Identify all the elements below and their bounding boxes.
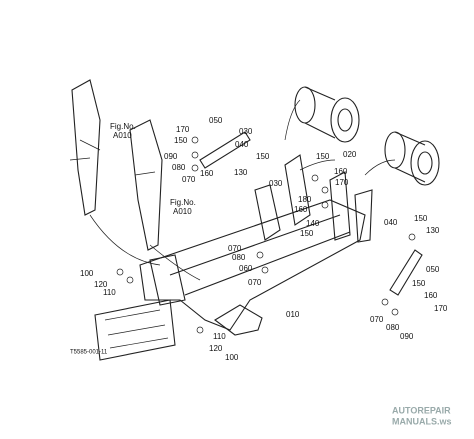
- part-number: 080: [386, 323, 400, 332]
- part-number: 170: [434, 304, 448, 313]
- part-number: 010: [286, 310, 300, 319]
- part-number: 070: [228, 244, 242, 253]
- part-number: 030: [239, 127, 253, 136]
- drawing-code: T5585-001-11: [70, 350, 108, 356]
- part-number: 050: [209, 116, 223, 125]
- part-number: 090: [400, 332, 414, 341]
- part-number: 120: [209, 344, 223, 353]
- drawing: [69, 79, 440, 361]
- part-number: 080: [172, 163, 186, 172]
- part-number: 170: [176, 125, 190, 134]
- part-number: 130: [234, 168, 248, 177]
- part-numbers: 050 170 150 030 040 090 080 070 160 130 …: [80, 116, 448, 362]
- part-number: 060: [239, 264, 253, 273]
- part-number: 150: [316, 152, 330, 161]
- part-number: 100: [80, 269, 94, 278]
- fig-ref: Fig.No.: [110, 122, 136, 131]
- part-number: 020: [343, 150, 357, 159]
- part-number: 150: [414, 214, 428, 223]
- part-number: 110: [103, 288, 116, 297]
- part-number: 150: [256, 152, 270, 161]
- watermark-text: MANUALS.ws: [392, 416, 452, 426]
- part-number: 040: [235, 140, 249, 149]
- part-number: 100: [225, 353, 239, 362]
- part-number: 090: [164, 152, 178, 161]
- part-number: 150: [174, 136, 188, 145]
- part-number: 180: [298, 195, 312, 204]
- part-number: 130: [426, 226, 440, 235]
- watermark-text: AUTOREPAIR: [392, 405, 451, 415]
- part-number: 030: [269, 179, 283, 188]
- fig-ref: A010: [173, 207, 192, 216]
- part-number: 040: [384, 218, 398, 227]
- part-number: 050: [426, 265, 440, 274]
- part-number: 070: [370, 315, 384, 324]
- fig-ref: A010: [113, 131, 132, 140]
- part-number: 150: [300, 229, 314, 238]
- figure-references: Fig.No. A010 Fig.No. A010: [110, 122, 196, 216]
- fig-ref: Fig.No.: [170, 198, 196, 207]
- part-number: 160: [424, 291, 438, 300]
- part-number: 160: [294, 205, 308, 214]
- part-number: 070: [182, 175, 196, 184]
- part-number: 080: [232, 253, 246, 262]
- part-number: 150: [412, 279, 426, 288]
- part-number: 120: [94, 280, 108, 289]
- part-number: 140: [306, 219, 320, 228]
- part-number: 110: [213, 332, 226, 341]
- part-number: 070: [248, 278, 262, 287]
- part-number: 170: [335, 178, 349, 187]
- watermark: AUTOREPAIR MANUALS.ws: [392, 405, 452, 426]
- part-number: 160: [200, 169, 214, 178]
- part-number: 160: [334, 167, 348, 176]
